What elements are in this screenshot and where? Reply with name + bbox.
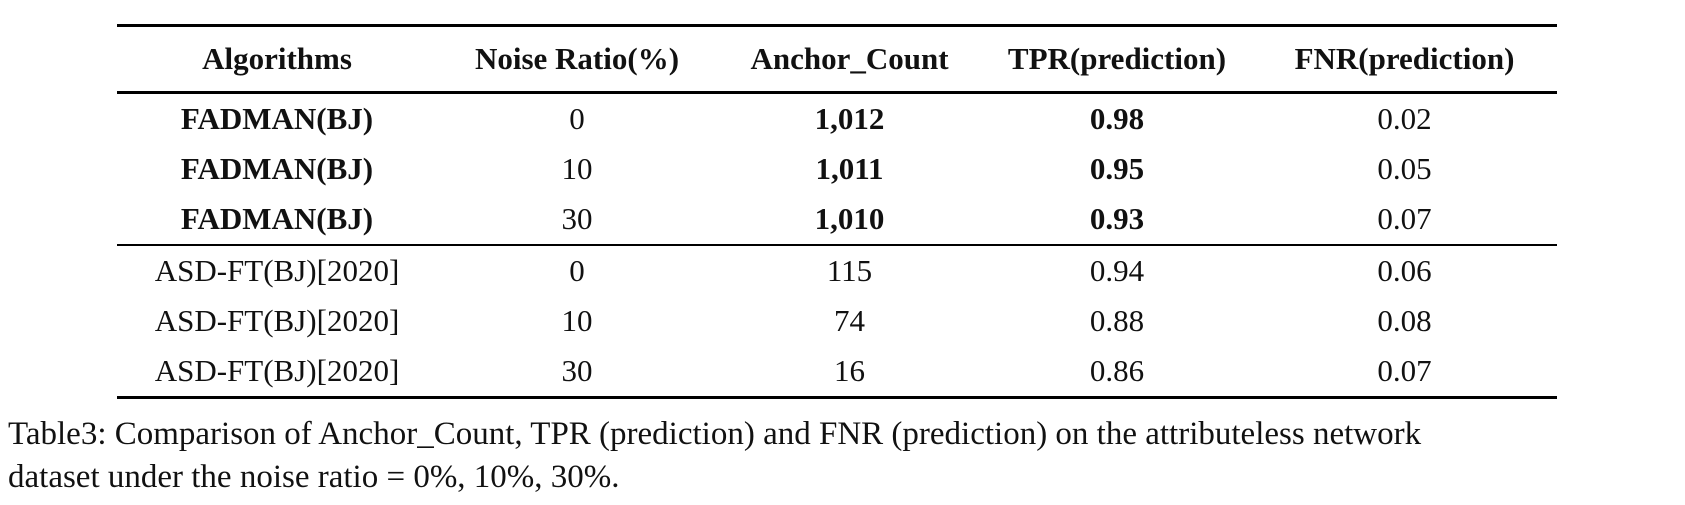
table-body: FADMAN(BJ) 0 1,012 0.98 0.02 FADMAN(BJ) … <box>117 93 1557 398</box>
cell-anchor-count: 1,012 <box>814 101 885 136</box>
caption-line-2: dataset under the noise ratio = 0%, 10%,… <box>8 459 620 495</box>
cell-noise-ratio: 10 <box>561 303 593 338</box>
header-noise-ratio: Noise Ratio(%) <box>474 41 680 76</box>
cell-fnr: 0.05 <box>1377 151 1432 186</box>
table-caption: Table3: Comparison of Anchor_Count, TPR … <box>8 413 1680 499</box>
table-row: ASD-FT(BJ)[2020] 0 115 0.94 0.06 <box>117 245 1557 296</box>
cell-noise-ratio: 30 <box>561 353 593 388</box>
results-table: Algorithms Noise Ratio(%) Anchor_Count T… <box>117 24 1557 399</box>
cell-fnr: 0.07 <box>1377 353 1432 388</box>
header-anchor-count: Anchor_Count <box>750 41 949 76</box>
table-row: FADMAN(BJ) 10 1,011 0.95 0.05 <box>117 144 1557 194</box>
cell-noise-ratio: 30 <box>561 201 593 236</box>
header-algorithms: Algorithms <box>202 41 352 76</box>
cell-tpr: 0.88 <box>1089 303 1145 338</box>
cell-noise-ratio: 0 <box>569 253 585 288</box>
cell-anchor-count: 1,011 <box>815 151 884 186</box>
cell-fnr: 0.07 <box>1377 201 1432 236</box>
header-tpr: TPR(prediction) <box>1007 41 1227 76</box>
cell-algorithm: FADMAN(BJ) <box>180 201 374 236</box>
cell-algorithm: ASD-FT(BJ)[2020] <box>154 303 400 338</box>
cell-tpr: 0.93 <box>1089 201 1145 236</box>
results-table-container: Algorithms Noise Ratio(%) Anchor_Count T… <box>117 24 1557 399</box>
table-row: FADMAN(BJ) 0 1,012 0.98 0.02 <box>117 93 1557 145</box>
cell-tpr: 0.94 <box>1089 253 1145 288</box>
cell-algorithm: ASD-FT(BJ)[2020] <box>154 253 400 288</box>
cell-algorithm: FADMAN(BJ) <box>180 151 374 186</box>
cell-fnr: 0.02 <box>1377 101 1432 136</box>
cell-tpr: 0.86 <box>1089 353 1145 388</box>
cell-tpr: 0.98 <box>1089 101 1145 136</box>
cell-noise-ratio: 10 <box>561 151 593 186</box>
cell-anchor-count: 1,010 <box>814 201 885 236</box>
cell-noise-ratio: 0 <box>569 101 585 136</box>
cell-anchor-count: 16 <box>834 353 865 388</box>
cell-algorithm: ASD-FT(BJ)[2020] <box>154 353 400 388</box>
cell-anchor-count: 115 <box>826 253 873 288</box>
table-row: ASD-FT(BJ)[2020] 30 16 0.86 0.07 <box>117 346 1557 398</box>
cell-anchor-count: 74 <box>834 303 865 338</box>
header-fnr: FNR(prediction) <box>1294 41 1515 76</box>
cell-tpr: 0.95 <box>1089 151 1145 186</box>
caption-line-1: Table3: Comparison of Anchor_Count, TPR … <box>8 416 1422 452</box>
header-row: Algorithms Noise Ratio(%) Anchor_Count T… <box>117 25 1557 93</box>
cell-fnr: 0.06 <box>1377 253 1432 288</box>
cell-fnr: 0.08 <box>1377 303 1432 338</box>
cell-algorithm: FADMAN(BJ) <box>180 101 374 136</box>
table-row: ASD-FT(BJ)[2020] 10 74 0.88 0.08 <box>117 296 1557 346</box>
table-row: FADMAN(BJ) 30 1,010 0.93 0.07 <box>117 194 1557 245</box>
table-header: Algorithms Noise Ratio(%) Anchor_Count T… <box>117 25 1557 93</box>
